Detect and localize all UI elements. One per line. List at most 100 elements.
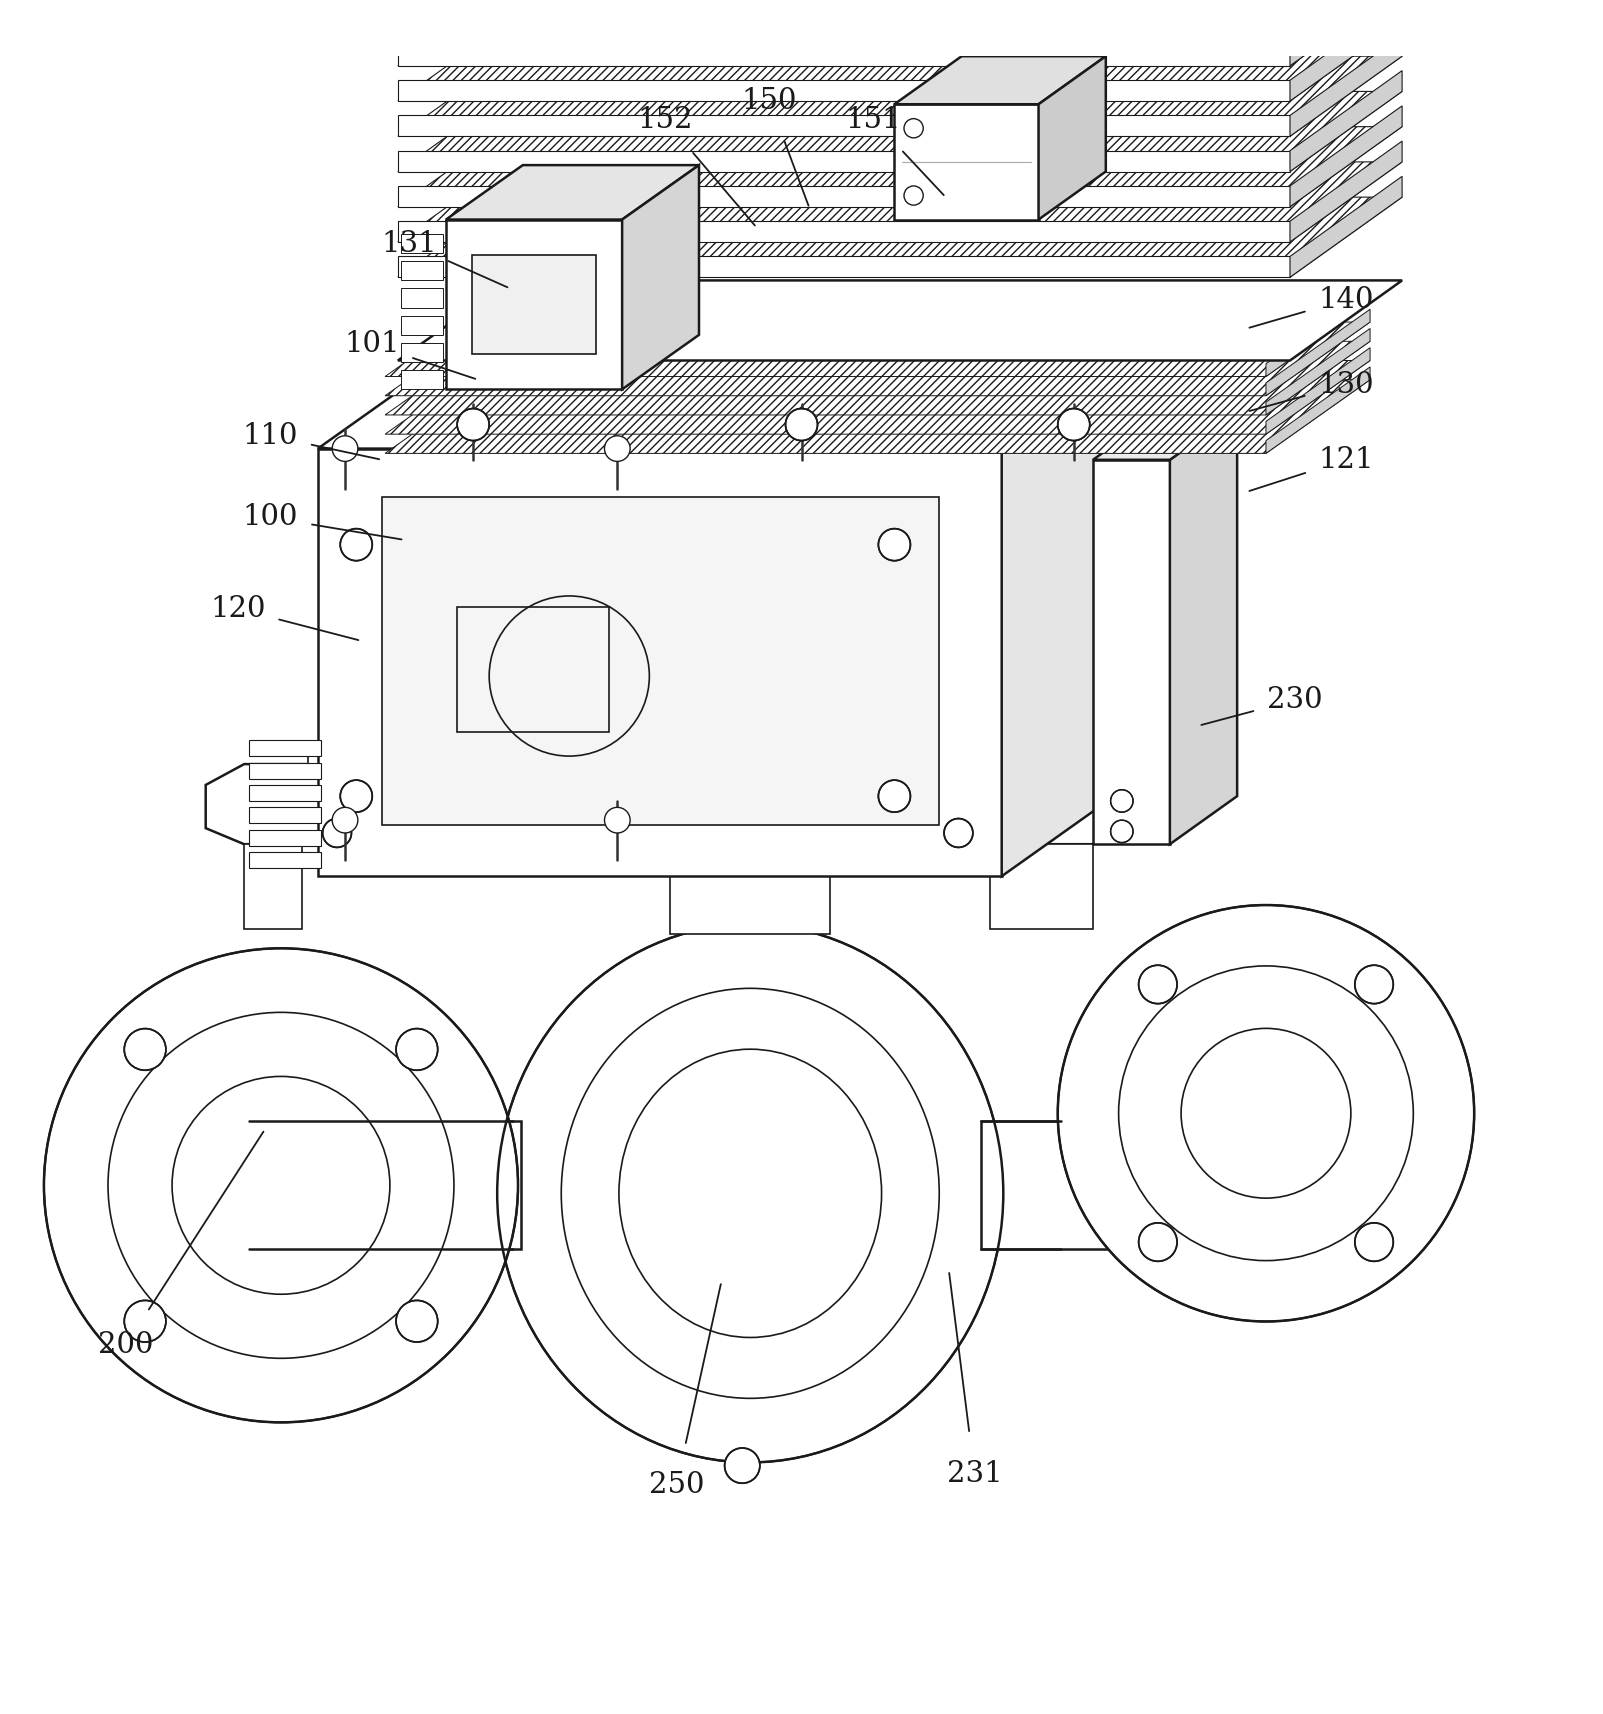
Ellipse shape [878,780,911,812]
Polygon shape [1290,70,1403,171]
Bar [382,497,939,824]
Bar [248,852,321,869]
Ellipse shape [340,780,372,812]
Polygon shape [894,57,1106,105]
Polygon shape [385,341,1371,415]
Polygon shape [398,127,1403,207]
Text: 150: 150 [742,87,797,115]
Bar [248,740,321,756]
Text: 100: 100 [242,504,298,531]
Polygon shape [1266,329,1371,415]
Polygon shape [398,0,1403,31]
Polygon shape [1039,57,1106,219]
Ellipse shape [1138,965,1177,1004]
Bar [401,288,442,307]
Bar [248,830,321,845]
Ellipse shape [322,819,351,847]
Text: 151: 151 [846,106,901,134]
Bar [894,105,1039,219]
Polygon shape [1290,106,1403,207]
Bar [1093,459,1170,845]
Polygon shape [398,151,1290,171]
Bar [248,763,321,778]
Text: 230: 230 [1266,686,1322,715]
Polygon shape [398,185,1290,207]
Polygon shape [991,845,1093,929]
Ellipse shape [1058,408,1090,440]
Ellipse shape [1138,1222,1177,1262]
Polygon shape [398,0,1403,65]
Polygon shape [446,165,699,219]
Ellipse shape [1355,1222,1393,1262]
Polygon shape [398,10,1290,31]
Polygon shape [914,725,971,764]
Ellipse shape [1111,790,1133,812]
Polygon shape [1290,0,1403,101]
Polygon shape [1093,411,1238,459]
Polygon shape [398,115,1290,137]
Ellipse shape [125,1028,165,1070]
Text: 120: 120 [210,595,266,622]
Ellipse shape [604,807,630,833]
Ellipse shape [497,924,1003,1462]
Bar [401,261,442,281]
Bar [401,235,442,254]
Ellipse shape [396,1301,438,1342]
Bar [248,1121,521,1250]
Text: 200: 200 [98,1332,154,1359]
Polygon shape [1290,0,1403,31]
Ellipse shape [1355,965,1393,1004]
Polygon shape [398,281,1403,360]
Polygon shape [1266,290,1371,377]
Polygon shape [1266,367,1371,454]
Polygon shape [308,725,365,764]
Polygon shape [1290,141,1403,242]
Polygon shape [1266,309,1371,396]
Polygon shape [1290,0,1403,65]
Polygon shape [398,45,1290,65]
Text: 101: 101 [345,331,401,358]
Ellipse shape [1111,821,1133,843]
Bar [248,785,321,800]
Ellipse shape [332,807,357,833]
Polygon shape [205,764,1138,845]
Ellipse shape [396,1028,438,1070]
Bar [248,807,321,823]
Bar [981,1121,1266,1250]
Ellipse shape [604,435,630,461]
Ellipse shape [878,528,911,560]
Polygon shape [398,21,1403,101]
Bar [401,315,442,334]
Text: 152: 152 [638,106,692,134]
Ellipse shape [1058,905,1475,1321]
Bar [471,255,596,355]
Bar [457,607,609,732]
Bar [317,449,1002,876]
Ellipse shape [785,408,818,440]
Polygon shape [398,91,1403,171]
Polygon shape [317,379,1101,449]
Polygon shape [1290,36,1403,137]
Polygon shape [1170,411,1238,845]
Bar [670,773,830,934]
Polygon shape [1290,177,1403,278]
Polygon shape [385,381,1371,454]
Ellipse shape [457,408,489,440]
Polygon shape [385,360,1371,434]
Bar [401,370,442,389]
Ellipse shape [125,1301,165,1342]
Bar [446,219,622,389]
Bar [401,343,442,362]
Polygon shape [244,845,301,929]
Polygon shape [398,221,1290,242]
Ellipse shape [43,948,518,1423]
Polygon shape [1266,348,1371,434]
Ellipse shape [332,435,357,461]
Ellipse shape [944,819,973,847]
Polygon shape [385,322,1371,396]
Polygon shape [398,81,1290,101]
Polygon shape [398,161,1403,242]
Polygon shape [1002,379,1101,876]
Text: 140: 140 [1318,286,1374,314]
Text: 131: 131 [382,230,438,257]
